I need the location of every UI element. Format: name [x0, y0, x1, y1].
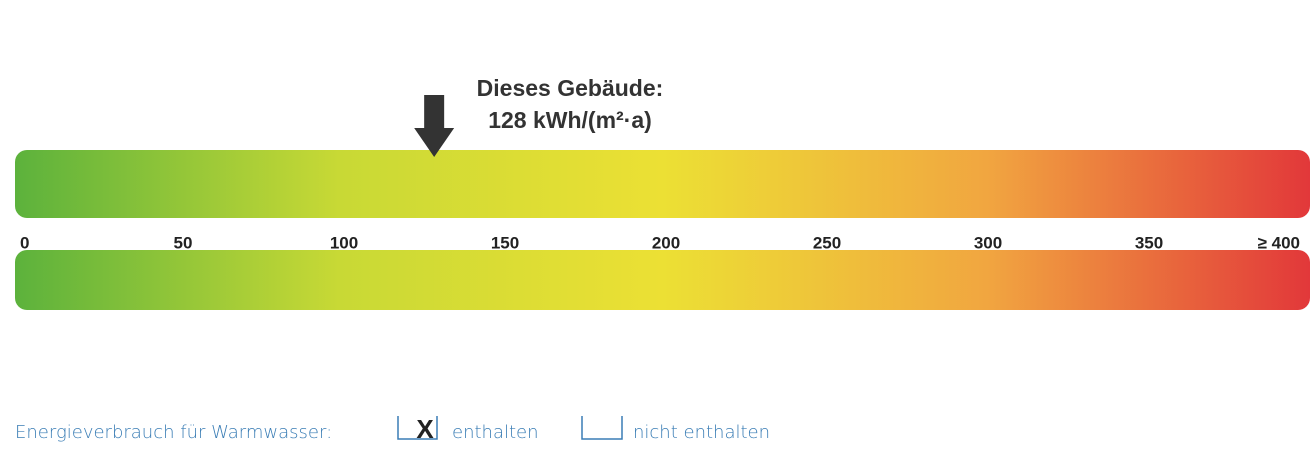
x-tick-label: 100: [330, 233, 358, 252]
x-tick-label: ≥ 400: [1258, 233, 1300, 252]
checkbox: [581, 416, 623, 440]
scale-bar-bottom: [15, 250, 1310, 310]
x-tick-label: 250: [813, 233, 841, 252]
marker-value-label: 128 kWh/(m²·a): [488, 107, 652, 133]
x-tick-label: 150: [491, 233, 519, 252]
check-mark: X: [416, 414, 434, 444]
option-label: nicht enthalten: [633, 422, 770, 443]
x-tick-label: 50: [174, 233, 193, 252]
marker-title: Dieses Gebäude:: [477, 75, 664, 101]
option-label: enthalten: [452, 422, 539, 443]
footer-label: Energieverbrauch für Warmwasser:: [15, 422, 332, 443]
x-tick-label: 200: [652, 233, 680, 252]
checkbox: [397, 416, 438, 440]
marker-arrow: [414, 95, 455, 157]
x-tick-label: 300: [974, 233, 1002, 252]
x-tick-label: 0: [20, 233, 29, 252]
x-tick-label: 350: [1135, 233, 1163, 252]
scale-bar-top: [15, 150, 1310, 218]
